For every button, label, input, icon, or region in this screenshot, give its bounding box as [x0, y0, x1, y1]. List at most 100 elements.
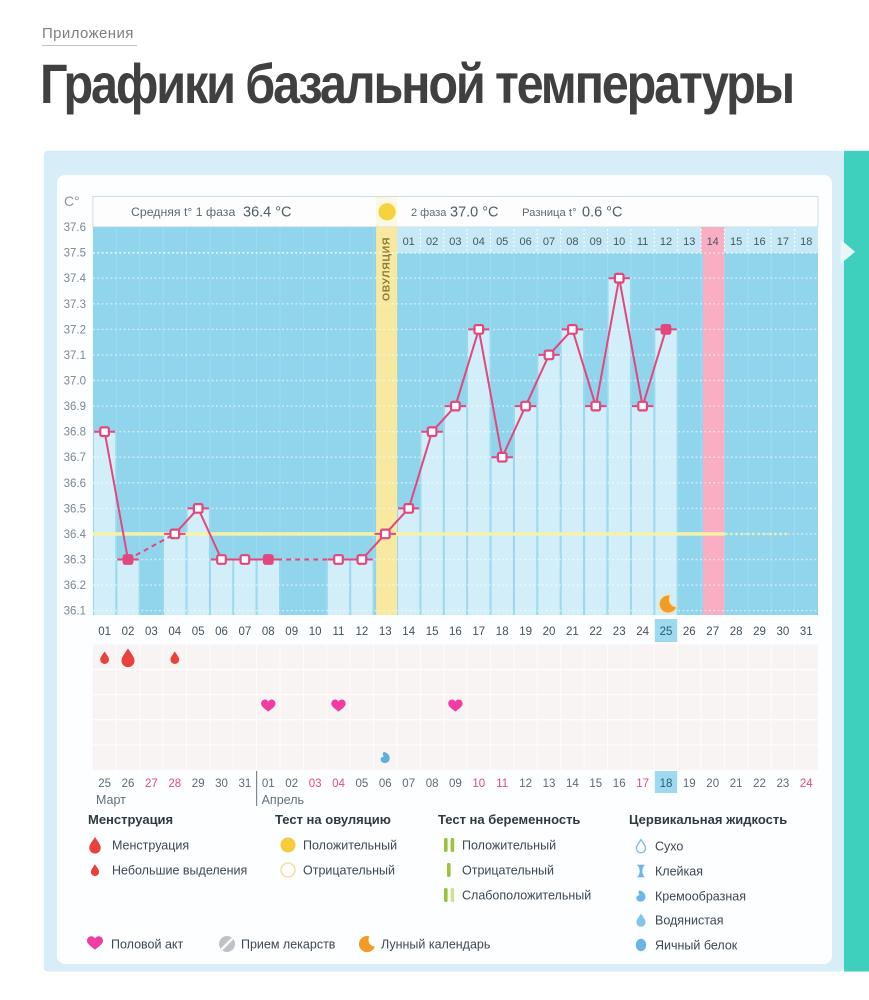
- svg-text:12: 12: [519, 778, 532, 790]
- svg-text:C°: C°: [64, 193, 80, 209]
- svg-text:Тест на беременность: Тест на беременность: [438, 812, 580, 827]
- svg-text:22: 22: [589, 626, 602, 638]
- svg-text:Разница t°: Разница t°: [522, 207, 577, 219]
- svg-text:Отрицательный: Отрицательный: [462, 864, 554, 878]
- svg-text:Кремообразная: Кремообразная: [655, 890, 746, 904]
- svg-text:Отрицательный: Отрицательный: [303, 864, 395, 878]
- svg-text:07: 07: [402, 778, 415, 790]
- svg-text:Прием лекарств: Прием лекарств: [241, 938, 336, 952]
- svg-text:25: 25: [660, 626, 673, 638]
- svg-text:Клейкая: Клейкая: [655, 865, 703, 879]
- svg-text:30: 30: [215, 778, 228, 790]
- svg-text:07: 07: [543, 236, 555, 248]
- svg-text:Апрель: Апрель: [262, 793, 304, 807]
- svg-text:13: 13: [543, 778, 556, 790]
- svg-text:01: 01: [262, 778, 275, 790]
- svg-text:Лунный календарь: Лунный календарь: [381, 938, 490, 952]
- svg-text:14: 14: [707, 236, 719, 248]
- svg-text:18: 18: [660, 778, 673, 790]
- svg-text:14: 14: [402, 626, 415, 638]
- svg-text:Положительный: Положительный: [303, 839, 397, 853]
- svg-text:Половой акт: Половой акт: [111, 938, 184, 952]
- svg-text:10: 10: [309, 626, 322, 638]
- svg-text:Приложения: Приложения: [42, 25, 134, 42]
- svg-text:10: 10: [472, 778, 485, 790]
- svg-text:Тест на овуляцию: Тест на овуляцию: [275, 812, 391, 827]
- svg-text:Слабоположительный: Слабоположительный: [462, 889, 591, 903]
- svg-text:Сухо: Сухо: [655, 840, 683, 854]
- svg-text:15: 15: [426, 626, 439, 638]
- svg-text:20: 20: [706, 778, 719, 790]
- svg-text:24: 24: [636, 626, 649, 638]
- svg-text:31: 31: [239, 778, 252, 790]
- svg-text:26: 26: [122, 778, 135, 790]
- svg-text:37.3: 37.3: [64, 299, 86, 311]
- svg-text:Средняя t° 1 фаза: Средняя t° 1 фаза: [131, 205, 235, 219]
- svg-text:Водянистая: Водянистая: [655, 914, 724, 928]
- svg-text:23: 23: [777, 778, 790, 790]
- svg-text:08: 08: [426, 778, 439, 790]
- svg-text:06: 06: [519, 236, 531, 248]
- svg-text:30: 30: [777, 626, 790, 638]
- svg-text:05: 05: [356, 778, 369, 790]
- svg-text:36.6: 36.6: [64, 478, 86, 490]
- svg-text:06: 06: [379, 778, 392, 790]
- svg-text:12: 12: [356, 626, 369, 638]
- svg-text:05: 05: [192, 626, 205, 638]
- svg-text:29: 29: [753, 626, 766, 638]
- svg-text:27: 27: [706, 626, 719, 638]
- svg-text:36.3: 36.3: [64, 555, 86, 567]
- svg-text:09: 09: [449, 778, 462, 790]
- svg-text:17: 17: [472, 626, 485, 638]
- svg-text:04: 04: [168, 626, 181, 638]
- svg-text:37.0 °C: 37.0 °C: [450, 205, 499, 221]
- svg-text:36.8: 36.8: [64, 427, 86, 439]
- svg-text:05: 05: [496, 236, 508, 248]
- svg-text:37.4: 37.4: [64, 273, 87, 285]
- svg-text:22: 22: [753, 778, 766, 790]
- svg-text:24: 24: [800, 778, 813, 790]
- svg-text:21: 21: [730, 778, 743, 790]
- svg-text:19: 19: [519, 626, 532, 638]
- svg-text:20: 20: [543, 626, 556, 638]
- svg-text:14: 14: [566, 778, 579, 790]
- svg-text:02: 02: [122, 626, 135, 638]
- svg-text:36.5: 36.5: [64, 503, 86, 515]
- svg-text:03: 03: [449, 236, 461, 248]
- svg-text:28: 28: [730, 626, 743, 638]
- svg-text:ОВУЛЯЦИЯ: ОВУЛЯЦИЯ: [380, 237, 392, 301]
- svg-text:2 фаза: 2 фаза: [411, 207, 447, 219]
- svg-text:31: 31: [800, 626, 813, 638]
- svg-text:26: 26: [683, 626, 696, 638]
- svg-text:09: 09: [590, 236, 602, 248]
- svg-text:37.0: 37.0: [64, 376, 86, 388]
- svg-text:19: 19: [683, 778, 696, 790]
- svg-text:25: 25: [98, 778, 111, 790]
- svg-text:11: 11: [333, 626, 345, 638]
- svg-text:36.1: 36.1: [64, 606, 86, 618]
- svg-text:17: 17: [636, 778, 649, 790]
- svg-text:37.2: 37.2: [64, 324, 86, 336]
- svg-text:11: 11: [496, 778, 508, 790]
- svg-text:Менструация: Менструация: [88, 812, 173, 827]
- svg-text:08: 08: [262, 626, 275, 638]
- svg-text:16: 16: [449, 626, 462, 638]
- svg-text:11: 11: [637, 236, 648, 248]
- svg-text:13: 13: [379, 626, 392, 638]
- svg-text:36.4 °C: 36.4 °C: [243, 205, 292, 221]
- svg-text:12: 12: [660, 236, 672, 248]
- svg-text:Небольшие выделения: Небольшие выделения: [112, 864, 247, 878]
- svg-text:21: 21: [566, 626, 579, 638]
- svg-text:10: 10: [613, 236, 625, 248]
- svg-text:04: 04: [332, 778, 345, 790]
- svg-text:15: 15: [589, 778, 602, 790]
- svg-text:01: 01: [98, 626, 111, 638]
- svg-text:37.6: 37.6: [64, 222, 86, 234]
- svg-text:37.1: 37.1: [64, 350, 86, 362]
- svg-text:15: 15: [730, 236, 742, 248]
- svg-text:09: 09: [285, 626, 298, 638]
- svg-text:18: 18: [800, 236, 812, 248]
- svg-text:06: 06: [215, 626, 228, 638]
- svg-text:18: 18: [496, 626, 509, 638]
- svg-text:37.5: 37.5: [64, 248, 86, 260]
